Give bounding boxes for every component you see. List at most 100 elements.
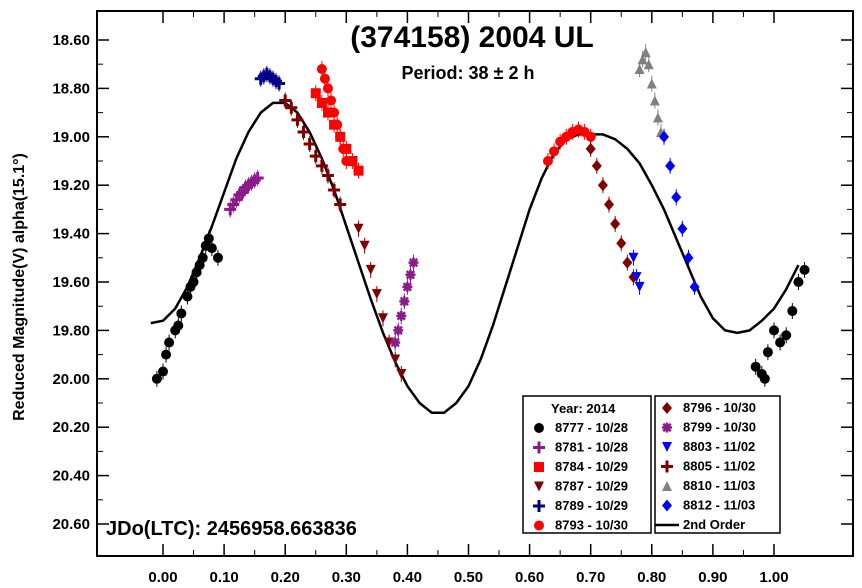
legend-marker [534,481,544,492]
legend-marker [533,500,545,512]
y-tick-labels: 18.60 18.80 19.00 19.20 19.40 19.60 19.80 20.00… [52,32,90,533]
legend-label: 8793 - 10/30 [555,518,628,533]
legend-marker [662,402,672,414]
x-tick-label: 0.70 [576,569,605,586]
data-point [390,354,401,365]
y-tick-label: 19.00 [52,129,90,146]
data-point [332,119,343,130]
legend-label: 8796 - 10/30 [683,400,756,415]
data-point [396,310,407,321]
legend-marker [661,460,673,473]
data-point [371,289,382,300]
data-point [309,150,322,163]
data-point [597,179,608,192]
data-point [197,252,208,263]
chart-title: (374158) 2004 UL [350,21,594,54]
y-tick-label: 20.20 [52,419,90,436]
data-point [303,138,316,151]
epoch-label: JDo(LTC): 2456958.663836 [106,518,357,540]
data-point [787,306,798,317]
data-point [750,361,761,372]
data-point [622,256,633,269]
x-tick-label: 0.00 [148,569,177,586]
data-point [689,280,700,293]
x-tick-label: 0.10 [209,569,238,586]
data-point [683,251,694,264]
data-point [359,240,370,251]
data-point [671,191,682,204]
data-point [285,101,298,114]
y-tick-label: 20.00 [52,371,90,388]
data-point [206,243,217,254]
data-point [188,277,199,287]
data-point [408,257,419,268]
legend-right-items: 8796 - 10/30 8799 - 10/30 8803 - 11/02 8805… [655,400,756,532]
x-tick-label: 0.90 [698,569,727,586]
data-point [616,237,627,250]
legend-marker [534,462,544,472]
legend-label: 8787 - 10/29 [555,479,628,494]
data-point [634,64,645,75]
data-point [591,159,602,172]
data-point [659,130,670,143]
data-point [151,373,162,384]
legend-box-right [654,395,781,534]
data-point [326,95,337,106]
y-tick-label: 18.60 [52,32,90,49]
legend-header: Year: 2014 [551,401,616,416]
data-point [634,281,645,292]
data-point [646,78,657,89]
y-tick-label: 19.20 [52,177,90,194]
data-point [628,252,639,263]
data-point [315,159,328,172]
data-point [631,272,642,283]
x-tick-label: 0.20 [271,569,300,586]
data-point [203,233,214,244]
data-point [585,131,596,142]
data-point [182,291,193,302]
data-point [649,95,660,106]
data-point [164,337,175,348]
data-point [365,264,376,275]
legend-label: 8781 - 10/28 [555,440,628,455]
x-tick-label: 0.60 [515,569,544,586]
data-point [665,159,676,172]
data-point [652,112,663,123]
x-tick-label: 0.40 [393,569,422,586]
data-point [793,277,804,287]
data-point [762,347,773,358]
data-point [338,143,349,154]
chart-subtitle: Period: 38 ± 2 h [402,63,535,83]
data-point [396,368,407,379]
data-point [176,308,187,319]
data-point [310,88,321,99]
x-tick-labels: 0.00 0.10 0.20 0.30 0.40 0.50 0.60 0.70 0.80 0.90… [148,569,788,586]
legend-marker [662,422,672,433]
data-point [321,169,334,182]
legend-marker [662,499,672,512]
x-tick-label: 1.00 [759,569,788,586]
data-point [251,171,264,184]
data-point [316,64,327,75]
legend-label: 8812 - 11/03 [683,498,755,513]
legend-label: 2nd Order [683,517,745,532]
plot-frame [96,10,854,557]
legend-marker [662,481,672,491]
y-tick-label: 18.80 [52,80,90,97]
data-point [637,54,648,65]
data-point [291,113,304,126]
legend-marker [533,441,545,454]
data-point [759,373,770,384]
data-point [279,94,292,107]
legend-label: 8805 - 11/02 [683,459,755,474]
y-tick-label: 19.60 [52,274,90,291]
y-tick-label: 20.40 [52,468,90,485]
x-tick-label: 0.30 [332,569,361,586]
data-point [328,184,341,197]
legend-label: 8784 - 10/29 [555,459,628,474]
data-point [341,156,352,166]
data-point [399,296,410,307]
legend-label: 8810 - 11/03 [683,478,755,493]
axis-ticks [97,11,853,556]
